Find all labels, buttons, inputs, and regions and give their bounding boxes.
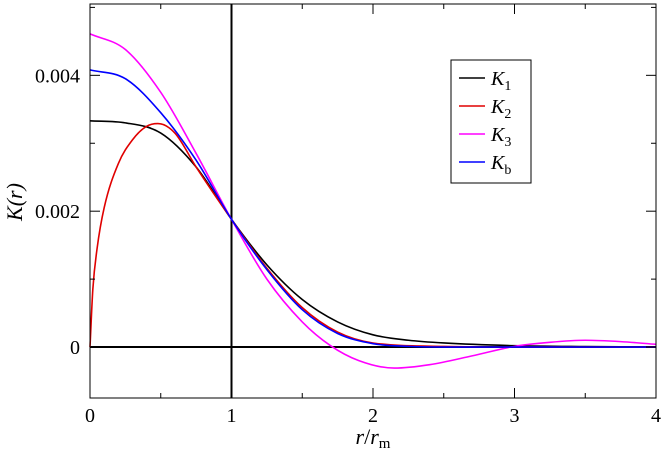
series-line-Kb xyxy=(89,69,656,348)
axes: 0 1 2 3 4 0 0.002 0.004 xyxy=(35,3,661,427)
y-tick-label: 0.004 xyxy=(35,65,80,87)
x-axis-title: r/rm xyxy=(356,424,391,452)
plot-area xyxy=(89,4,657,398)
y-tick-label: 0 xyxy=(70,337,80,359)
x-tick-label: 0 xyxy=(85,405,95,427)
series-line-K2 xyxy=(89,122,656,348)
legend-label-K1: K1 xyxy=(490,68,511,94)
x-tick-label: 3 xyxy=(510,405,520,427)
y-axis-title: K(r) xyxy=(2,183,27,222)
plot-frame xyxy=(89,3,657,399)
x-tick-label: 1 xyxy=(227,405,237,427)
x-tick-label: 2 xyxy=(368,405,378,427)
legend-label-K2: K2 xyxy=(490,96,511,122)
legend-label-K3: K3 xyxy=(490,124,511,150)
x-tick-label: 4 xyxy=(651,405,661,427)
series-line-K3 xyxy=(89,33,657,369)
y-tick-label: 0.002 xyxy=(35,201,80,223)
legend-label-Kb: Kb xyxy=(490,152,511,178)
series-line-K1 xyxy=(89,120,657,348)
